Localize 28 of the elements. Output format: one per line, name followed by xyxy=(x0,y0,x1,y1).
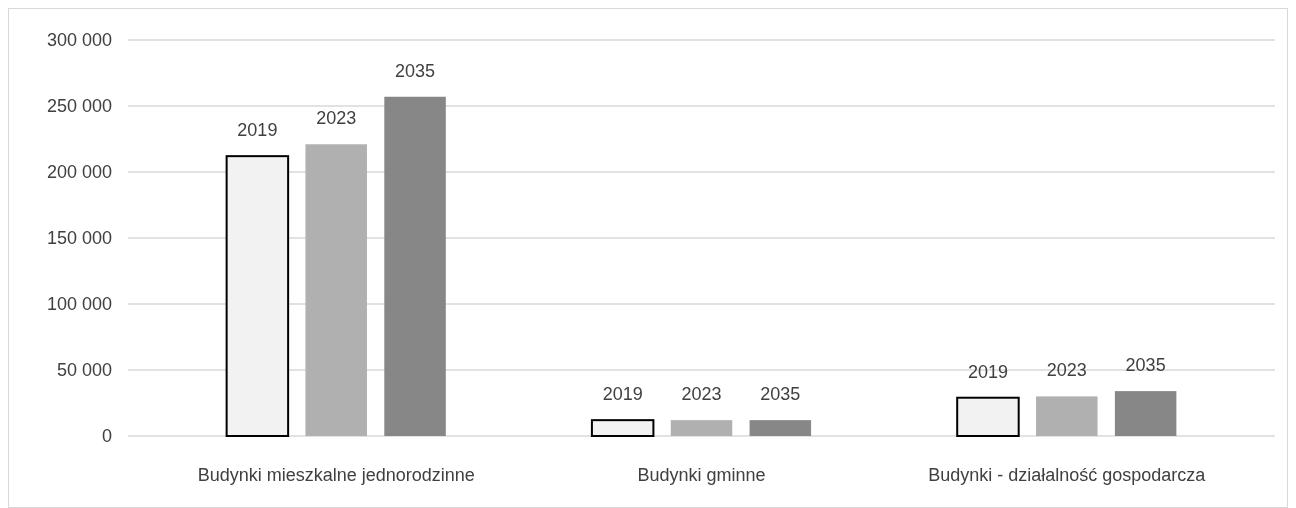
y-tick-label: 100 000 xyxy=(46,294,112,315)
text: 2019 xyxy=(967,361,1008,382)
bar xyxy=(956,396,1020,437)
x-tick-label: Budynki gminne xyxy=(637,465,766,485)
bar xyxy=(225,155,290,437)
y-tick-label: 150 000 xyxy=(46,228,112,249)
text: 2035 xyxy=(1125,355,1166,376)
bar xyxy=(1114,391,1177,436)
x-tick-label: Budynki mieszkalne jednorodzinne xyxy=(197,465,475,485)
bar xyxy=(749,420,812,436)
bar xyxy=(384,96,446,436)
text: 2019 xyxy=(602,384,643,405)
series-label: 2019 xyxy=(237,120,278,141)
bar xyxy=(670,420,733,436)
text: 2023 xyxy=(681,384,722,405)
series-label: 2023 xyxy=(316,108,357,129)
bar xyxy=(305,144,367,436)
y-tick-label: 0 xyxy=(101,426,112,447)
y-tick-label: 50 000 xyxy=(56,360,112,381)
x-tick-label: Budynki - działalność gospodarcza xyxy=(928,465,1207,485)
series-label: 2035 xyxy=(395,60,436,81)
text: 2035 xyxy=(760,384,801,405)
y-tick-label: 200 000 xyxy=(46,162,112,183)
y-tick-label: 300 000 xyxy=(46,30,112,51)
y-tick-label: 250 000 xyxy=(46,96,112,117)
text: 2023 xyxy=(1046,360,1087,381)
bar xyxy=(590,419,655,437)
bar xyxy=(1036,396,1098,436)
